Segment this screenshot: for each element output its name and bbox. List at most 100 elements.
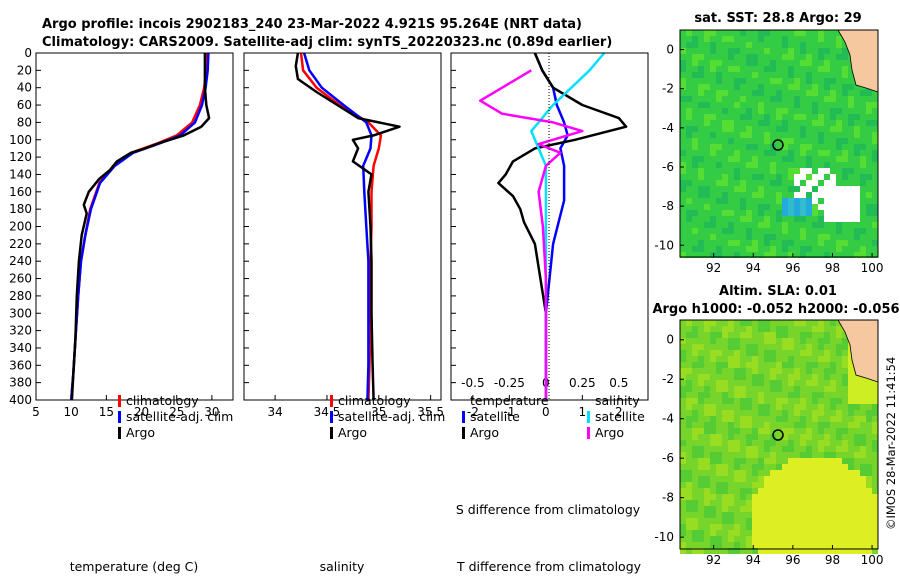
map-cell xyxy=(764,482,770,488)
map-cell xyxy=(764,222,770,228)
x-tick-label: 1 xyxy=(579,405,587,419)
map-cell xyxy=(776,132,782,138)
map-cell xyxy=(800,512,806,518)
map-cell xyxy=(686,150,692,156)
map-cell xyxy=(752,72,758,78)
map-cell xyxy=(710,126,716,132)
map-cell xyxy=(686,114,692,120)
map-cell xyxy=(866,452,872,458)
map-cell xyxy=(776,428,782,434)
map-cell xyxy=(722,452,728,458)
map-cell xyxy=(848,102,854,108)
map-cell xyxy=(734,374,740,380)
map-cell xyxy=(710,482,716,488)
map-cell xyxy=(788,156,794,162)
map-cell xyxy=(770,362,776,368)
map-cell xyxy=(854,440,860,446)
map-cell xyxy=(824,186,830,192)
map-cell xyxy=(746,222,752,228)
map-cell xyxy=(848,470,854,476)
map-cell xyxy=(698,126,704,132)
map-cell xyxy=(848,476,854,482)
map-cell xyxy=(812,452,818,458)
map-cell xyxy=(806,204,812,210)
map-cell xyxy=(872,518,878,524)
map-cell xyxy=(860,524,866,530)
map-cell xyxy=(770,536,776,542)
map-cell xyxy=(692,428,698,434)
map-cell xyxy=(872,114,878,120)
map-cell xyxy=(788,102,794,108)
map-cell xyxy=(800,252,806,258)
map-cell xyxy=(728,488,734,494)
map-cell xyxy=(800,234,806,240)
map-cell xyxy=(794,192,800,198)
map-cell xyxy=(770,198,776,204)
map-cell xyxy=(848,542,854,548)
map-cell xyxy=(680,90,686,96)
map-cell xyxy=(818,536,824,542)
map-cell xyxy=(680,524,686,530)
map-cell xyxy=(692,326,698,332)
map-cell xyxy=(716,356,722,362)
map-cell xyxy=(842,54,848,60)
map-cell xyxy=(770,542,776,548)
map-cell xyxy=(872,470,878,476)
map-cell xyxy=(854,398,860,404)
map-cell xyxy=(794,252,800,258)
map-cell xyxy=(854,524,860,530)
map-cell xyxy=(758,464,764,470)
map-cell xyxy=(794,476,800,482)
map-cell xyxy=(728,500,734,506)
map-cell xyxy=(746,440,752,446)
map-cell xyxy=(710,138,716,144)
map-cell xyxy=(752,192,758,198)
map-cell xyxy=(800,326,806,332)
map-cell xyxy=(788,120,794,126)
map-cell xyxy=(680,446,686,452)
map-cell xyxy=(722,198,728,204)
map-cell xyxy=(824,36,830,42)
map-cell xyxy=(830,198,836,204)
map-cell xyxy=(680,30,686,36)
map-cell xyxy=(746,90,752,96)
map-cell xyxy=(848,362,854,368)
map-cell xyxy=(842,356,848,362)
map-cell xyxy=(794,386,800,392)
map-cell xyxy=(836,240,842,246)
map-cell xyxy=(782,542,788,548)
map-cell xyxy=(758,60,764,66)
map-cell xyxy=(698,386,704,392)
map-cell xyxy=(866,404,872,410)
map-cell xyxy=(788,198,794,204)
map-cell xyxy=(710,120,716,126)
map-cell xyxy=(788,350,794,356)
map-cell xyxy=(752,422,758,428)
map-cell xyxy=(818,234,824,240)
map-cell xyxy=(716,144,722,150)
map-cell xyxy=(728,72,734,78)
map-cell xyxy=(740,138,746,144)
map-cell xyxy=(698,398,704,404)
map-cell xyxy=(752,210,758,216)
map-cell xyxy=(686,500,692,506)
map-cell xyxy=(872,476,878,482)
map-cell xyxy=(824,458,830,464)
map-cell xyxy=(728,66,734,72)
map-cell xyxy=(722,434,728,440)
map-cell xyxy=(764,102,770,108)
map-cell xyxy=(692,392,698,398)
map-cell xyxy=(770,54,776,60)
map-cell xyxy=(758,162,764,168)
map-cell xyxy=(848,198,854,204)
map-cell xyxy=(866,380,872,386)
y-tick-label: 400 xyxy=(9,393,32,407)
map-cell xyxy=(824,246,830,252)
map-cell xyxy=(704,488,710,494)
map-cell xyxy=(758,380,764,386)
x-tick-label: 34.5 xyxy=(314,405,341,419)
map-cell xyxy=(824,54,830,60)
map-cell xyxy=(686,162,692,168)
map-cell xyxy=(746,240,752,246)
map-cell xyxy=(710,198,716,204)
